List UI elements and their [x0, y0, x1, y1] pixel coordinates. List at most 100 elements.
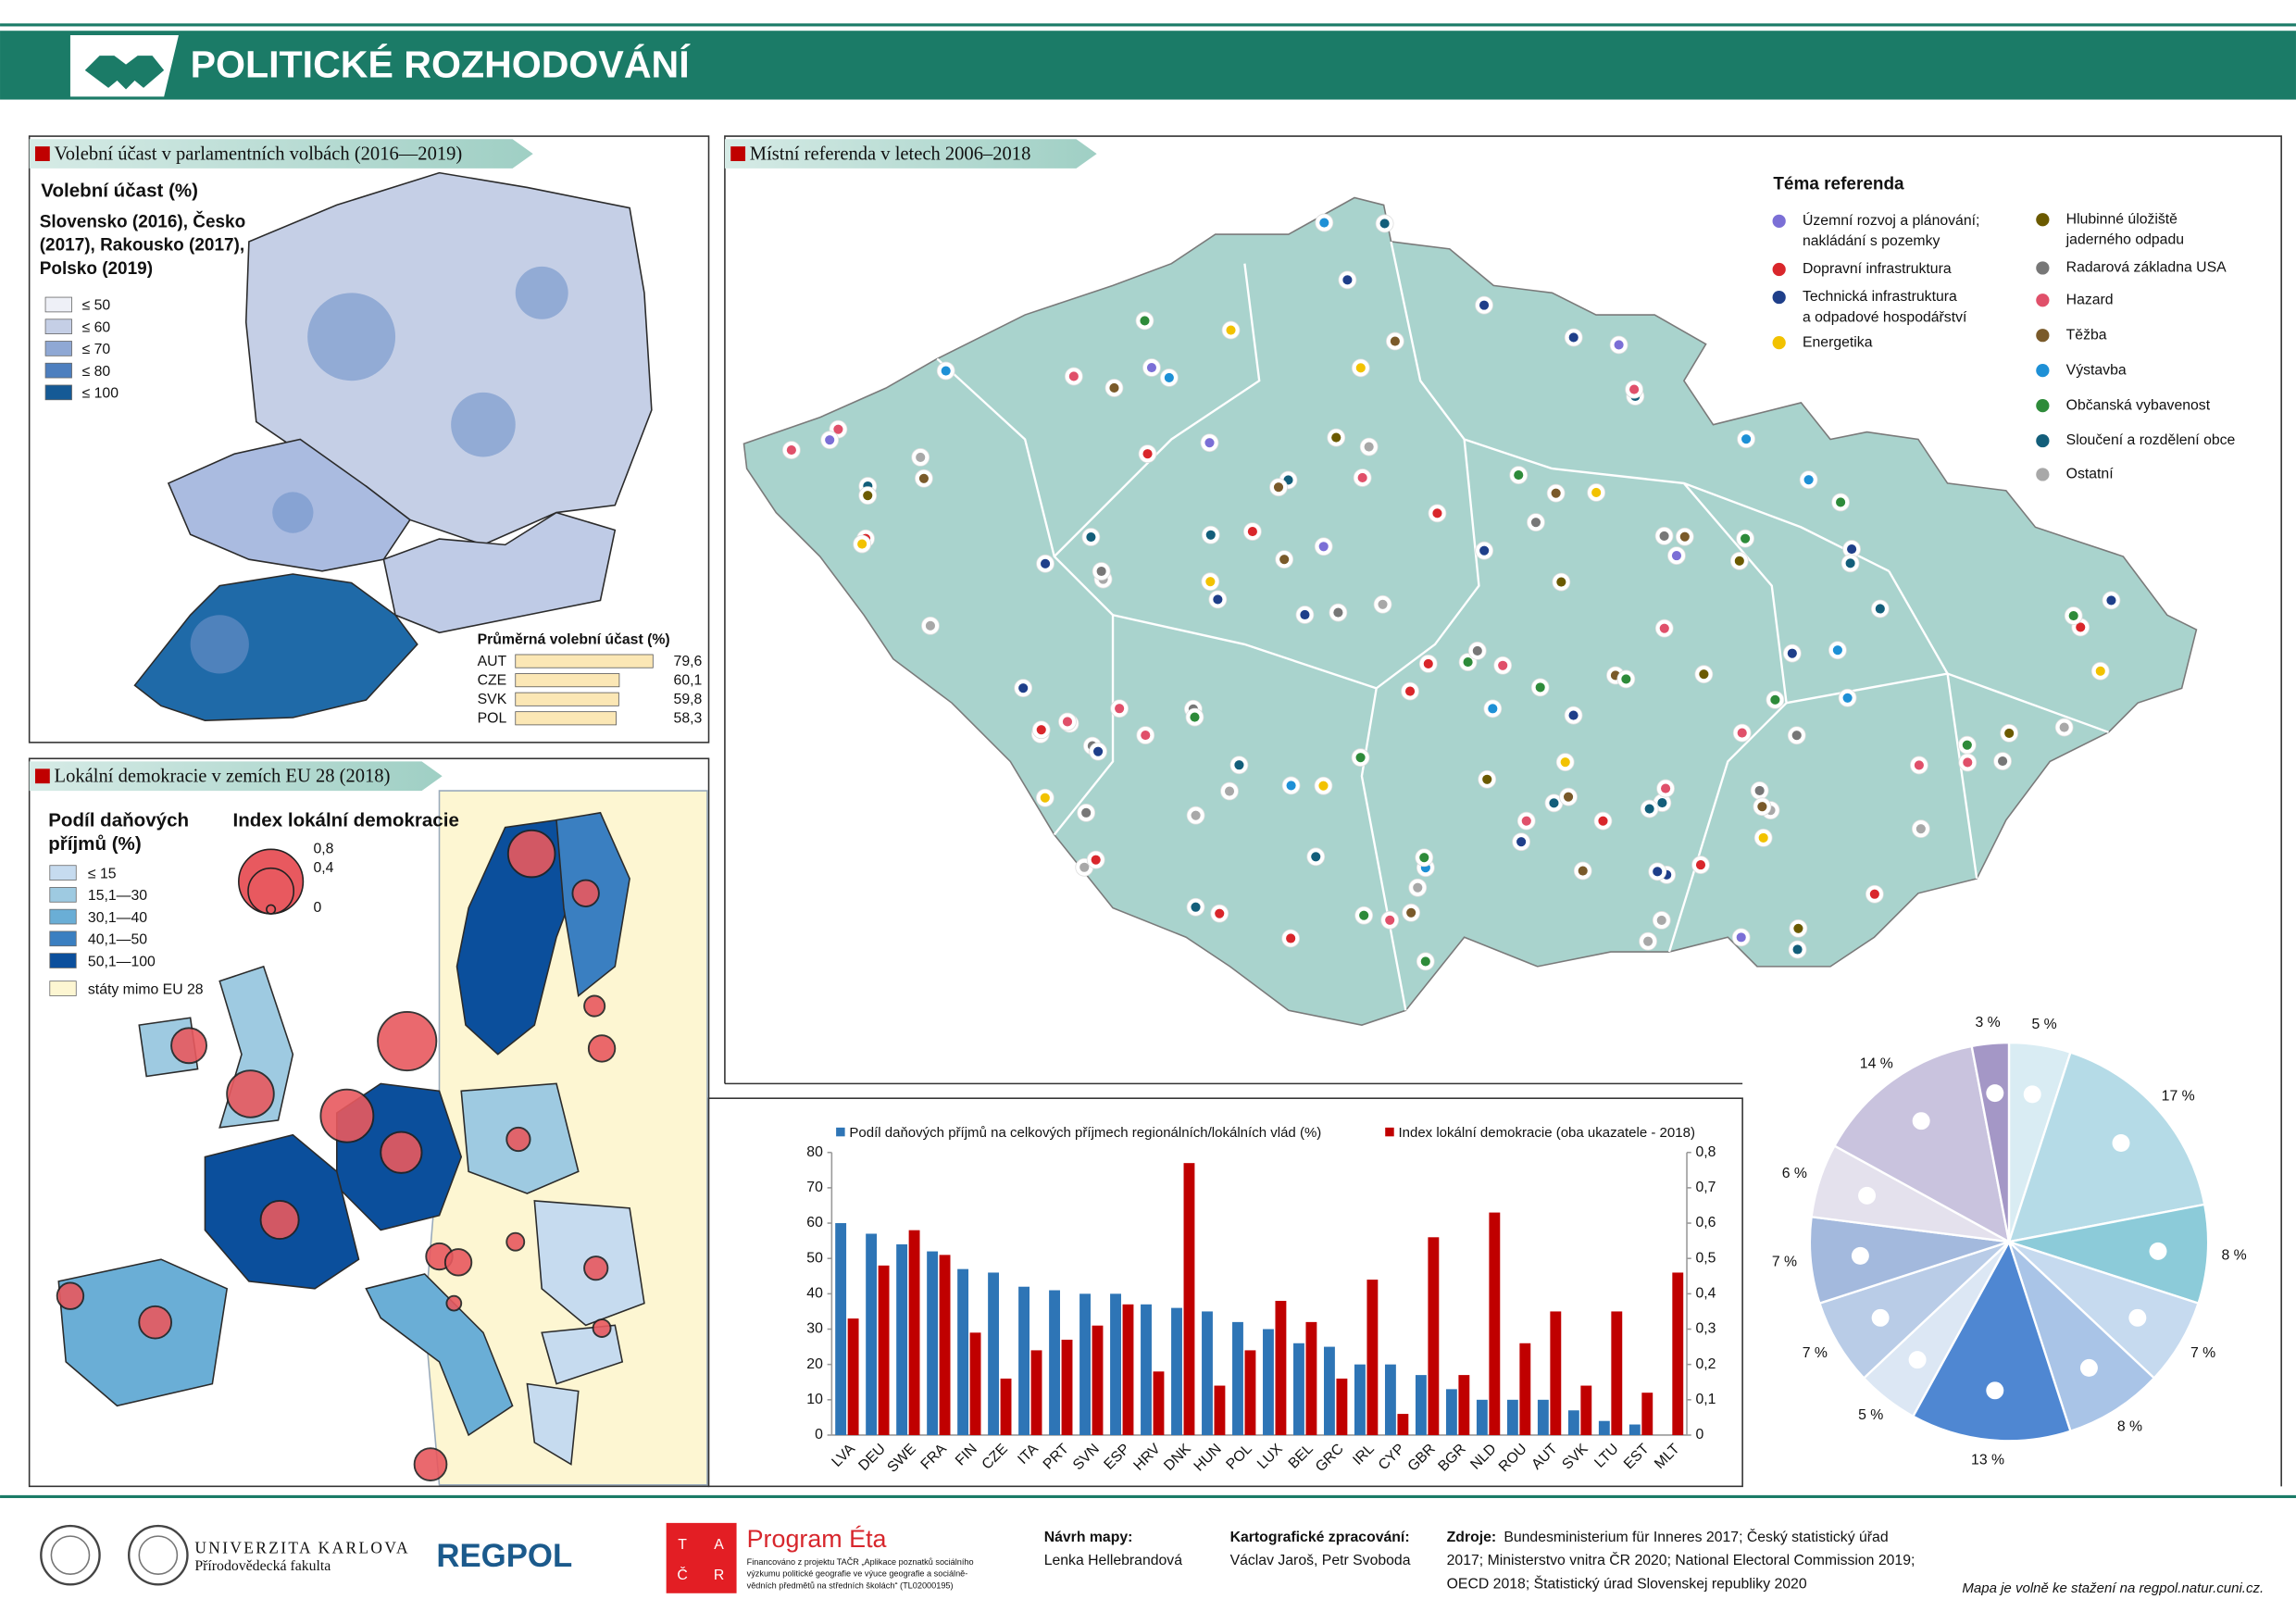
referendum-symbol	[2004, 728, 2015, 738]
referendum-symbol	[1657, 798, 1667, 808]
referendum-symbol	[1614, 340, 1624, 350]
referendum-symbol	[1355, 363, 1366, 373]
y2-tick-label: 0,8	[1696, 1144, 1716, 1160]
y2-tick-label: 0,1	[1696, 1392, 1716, 1407]
referendum-symbol	[1792, 944, 1803, 955]
referendum-symbol	[1359, 910, 1369, 920]
referendum-symbol	[1109, 382, 1119, 394]
legend-subtitle: Polsko (2019)	[40, 259, 153, 279]
university-name: UNIVERZITA KARLOVA	[194, 1539, 410, 1556]
y2-tick-label: 0,2	[1696, 1356, 1716, 1372]
pie-label: 8 %	[2221, 1247, 2246, 1263]
referendum-symbol	[1385, 915, 1395, 925]
referendum-symbol	[1096, 566, 1106, 577]
header-band	[0, 31, 2296, 100]
referendum-symbol	[1086, 531, 1096, 543]
region-boundary	[1360, 439, 1480, 1011]
bar	[1550, 1311, 1562, 1435]
slice-icon-bg	[1912, 1112, 1930, 1131]
referendum-symbol	[1146, 362, 1157, 373]
bar	[1000, 1378, 1012, 1435]
tacr-letter: T	[678, 1537, 687, 1553]
referendum-symbol	[1656, 915, 1666, 925]
referendum-symbol	[1770, 694, 1780, 705]
referendum-symbol	[1737, 728, 1747, 738]
legend-swatch	[44, 319, 72, 335]
sources: Bundesministerium für Inneres 2017; Česk…	[1504, 1528, 1888, 1545]
referendum-symbol	[1549, 798, 1559, 808]
referendum-symbol	[1115, 704, 1125, 714]
y-tick-label: 40	[806, 1286, 823, 1302]
referendum-symbol	[1659, 623, 1669, 633]
poland-map	[244, 171, 653, 546]
legend-label: Index lokální demokracie (oba ukazatele …	[1398, 1125, 1695, 1141]
y2-tick-label: 0,5	[1696, 1250, 1716, 1266]
y-tick-label: 10	[806, 1392, 823, 1407]
slice-icon-bg	[2128, 1308, 2147, 1327]
funding-note: Financováno z projektu TAČR „Aplikace po…	[747, 1557, 974, 1567]
index-circle	[380, 1131, 423, 1174]
referendum-symbol	[1226, 325, 1236, 335]
download-note: Mapa je volně ke stažení na regpol.natur…	[1962, 1580, 2264, 1596]
legend-swatch	[836, 1127, 845, 1137]
index-circle	[443, 1248, 473, 1277]
referendum-symbol	[1578, 866, 1588, 876]
referendum-symbol	[1754, 785, 1765, 795]
value-label: 79,6	[674, 654, 703, 669]
bar	[1232, 1321, 1243, 1435]
y-tick-label: 30	[806, 1321, 823, 1337]
bar	[1598, 1420, 1610, 1435]
legend-swatch	[49, 981, 77, 996]
referendum-symbol	[1093, 746, 1104, 756]
referendum-symbol	[1318, 542, 1329, 552]
referendum-symbol	[1998, 756, 2008, 767]
bar	[1061, 1339, 1073, 1435]
category-label: SVK	[478, 692, 507, 707]
funding-note: vědních předmětů na středních školách“ (…	[747, 1580, 954, 1590]
referendum-symbol	[941, 366, 951, 376]
referendum-symbol	[1215, 908, 1225, 918]
slovakia-map	[382, 511, 617, 634]
referendum-symbol	[1734, 556, 1744, 566]
bar	[847, 1318, 859, 1435]
pie-slice	[2008, 1203, 2210, 1305]
bar	[515, 654, 654, 668]
credit-label: Kartografické zpracování:	[1230, 1530, 1410, 1545]
bar	[1049, 1290, 1060, 1435]
referendum-symbol	[1479, 300, 1490, 310]
index-circle	[571, 879, 600, 907]
bar	[1324, 1346, 1335, 1435]
panel-tab-marker	[34, 146, 50, 161]
index-circle	[259, 1199, 300, 1240]
program-name: Program Éta	[747, 1525, 887, 1553]
legend-swatch	[49, 908, 77, 925]
region-boundary	[1390, 241, 1553, 470]
index-circle	[445, 1294, 463, 1312]
referendum-symbol	[1758, 832, 1768, 843]
referendum-symbol	[1568, 332, 1578, 343]
referendum-symbol	[1521, 816, 1531, 826]
index-circle	[505, 1126, 531, 1153]
czech-map	[742, 196, 2198, 1026]
value-label: 59,8	[674, 692, 703, 707]
legend-symbol	[2036, 398, 2050, 413]
index-circle	[226, 1069, 275, 1118]
referendum-symbol	[1914, 760, 1924, 770]
credit: Lenka Hellebrandová	[1044, 1553, 1183, 1568]
faculty-name: Přírodovědecká fakulta	[194, 1558, 331, 1574]
panel-title: Místní referenda v letech 2006–2018	[750, 144, 1031, 164]
greece-map	[526, 1382, 580, 1466]
bar	[1336, 1378, 1348, 1435]
legend-label: 40,1—50	[88, 932, 147, 948]
referendum-symbol	[1643, 936, 1653, 946]
referendum-symbol	[1551, 488, 1561, 498]
referendum-symbol	[1757, 802, 1767, 812]
index-circle	[56, 1281, 85, 1310]
size-legend-circle	[266, 904, 277, 915]
legend-label: ≤ 15	[88, 866, 117, 881]
panel-tab	[29, 139, 533, 169]
bar	[1202, 1311, 1213, 1435]
legend-symbol	[2036, 329, 2050, 343]
pie-slice	[1832, 1044, 2011, 1244]
